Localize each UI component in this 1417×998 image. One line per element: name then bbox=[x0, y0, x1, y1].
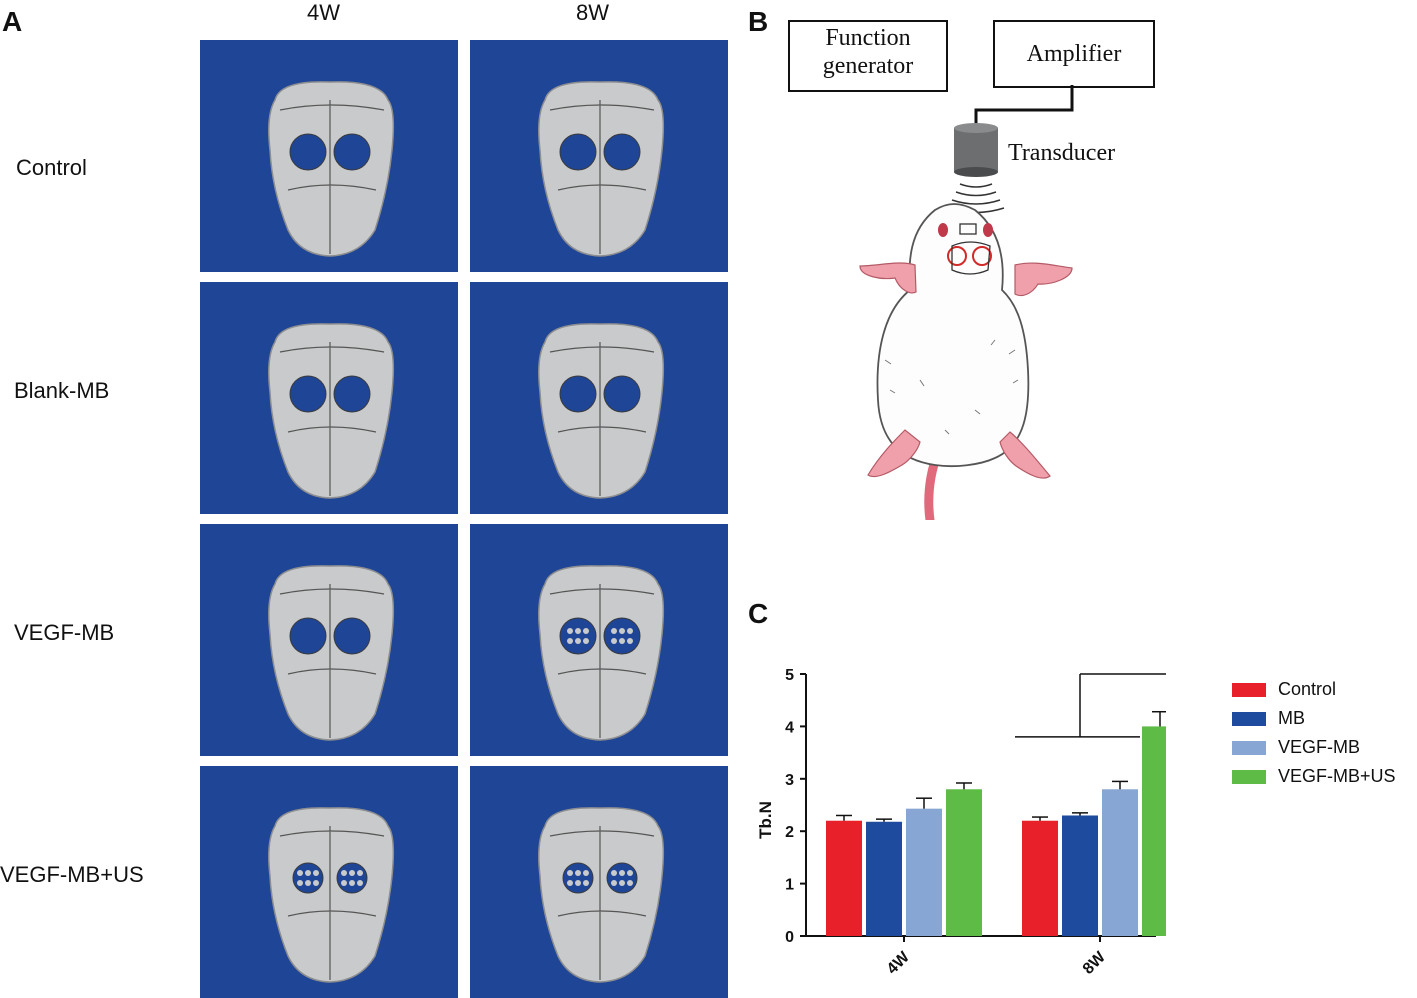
amplifier-box: Amplifier bbox=[993, 20, 1155, 88]
rat-eye-left bbox=[938, 223, 948, 237]
legend-label: Control bbox=[1278, 679, 1337, 699]
significance-bracket: * bbox=[1015, 660, 1166, 738]
ct-image-blank-mb-8w bbox=[470, 282, 728, 514]
panel-letter-c: C bbox=[748, 598, 769, 629]
bone-defect-right bbox=[333, 133, 371, 171]
legend-item-3: VEGF-MB+US bbox=[1232, 766, 1396, 787]
function-generator-label-line1: Function bbox=[825, 25, 911, 51]
bone-defect-right bbox=[603, 375, 641, 413]
legend-swatch bbox=[1232, 711, 1266, 726]
legend-swatch bbox=[1232, 740, 1266, 755]
skull-shape bbox=[268, 323, 395, 499]
bar-vegf-mb-8w bbox=[1102, 789, 1138, 936]
skull-shape bbox=[538, 807, 665, 983]
x-tick-label: 4W bbox=[884, 948, 914, 978]
skull-shape bbox=[268, 565, 395, 741]
bone-defect-left bbox=[559, 617, 597, 655]
legend-label: MB bbox=[1278, 708, 1305, 728]
legend-label: VEGF-MB bbox=[1278, 737, 1361, 757]
amplifier-label: Amplifier bbox=[1026, 41, 1122, 67]
y-tick-label: 1 bbox=[785, 877, 794, 894]
function-generator-label-line2: generator bbox=[822, 53, 914, 79]
bone-defect-left bbox=[292, 862, 324, 894]
rat-schematic bbox=[859, 85, 1074, 520]
skull-shape bbox=[538, 565, 665, 741]
significance-star: * bbox=[1123, 660, 1130, 670]
row-label-vegf-mb-us: VEGF-MB+US bbox=[0, 862, 144, 887]
ct-image-blank-mb-4w bbox=[200, 282, 458, 514]
y-tick-label: 3 bbox=[785, 772, 794, 789]
legend-item-0: Control bbox=[1232, 679, 1336, 700]
skull-shape bbox=[268, 807, 395, 983]
rat-front-paw-right bbox=[1014, 262, 1073, 297]
x-tick-label: 8W bbox=[1080, 948, 1110, 978]
ct-image-vegf-mb-8w bbox=[470, 524, 728, 756]
calvarial-defect-right bbox=[972, 246, 992, 266]
ct-image-vegf-mb-4w bbox=[200, 524, 458, 756]
legend-swatch bbox=[1232, 682, 1266, 697]
wire-amplifier-transducer bbox=[974, 85, 1074, 128]
bone-defect-left bbox=[559, 133, 597, 171]
ct-image-control-8w bbox=[470, 40, 728, 272]
y-tick-label: 2 bbox=[785, 824, 794, 841]
chart-bars bbox=[826, 710, 1166, 936]
column-header-8w: 8W bbox=[576, 0, 609, 25]
rat-body bbox=[876, 203, 1030, 468]
bone-defect-left bbox=[559, 375, 597, 413]
bone-defect-left bbox=[289, 133, 327, 171]
skull-shape bbox=[268, 81, 395, 257]
rat-hind-paw-left bbox=[867, 429, 921, 478]
ct-image-vegf-mb-us-8w bbox=[470, 766, 728, 998]
bone-defect-left bbox=[289, 617, 327, 655]
rat-hind-paw-right bbox=[999, 431, 1051, 479]
legend-item-2: VEGF-MB bbox=[1232, 737, 1360, 758]
panel-letter-a: A bbox=[2, 6, 23, 37]
transducer-icon bbox=[954, 123, 998, 177]
bar-mb-8w bbox=[1062, 815, 1098, 936]
skull-shape bbox=[538, 81, 665, 257]
bar-mb-4w bbox=[866, 821, 902, 936]
legend-label: VEGF-MB+US bbox=[1278, 766, 1396, 786]
column-header-4w: 4W bbox=[307, 0, 340, 25]
bone-defect-right bbox=[606, 862, 638, 894]
rat-front-paw-left bbox=[859, 262, 917, 294]
tbn-bar-chart: Tb.N 0 1 2 3 4 5 4W 8W * bbox=[756, 660, 1166, 978]
bone-defect-right bbox=[603, 133, 641, 171]
legend-swatch bbox=[1232, 769, 1266, 784]
panel-letter-b: B bbox=[748, 6, 769, 37]
ct-image-vegf-mb-us-4w bbox=[200, 766, 458, 998]
chart-ylabel: Tb.N bbox=[756, 801, 775, 839]
y-tick-label: 4 bbox=[785, 719, 794, 736]
ct-image-control-4w bbox=[200, 40, 458, 272]
bone-defect-right bbox=[603, 617, 641, 655]
y-tick-label: 5 bbox=[785, 667, 794, 684]
row-label-blank-mb: Blank-MB bbox=[14, 378, 110, 403]
skull-shape bbox=[538, 323, 665, 499]
bone-defect-left bbox=[289, 375, 327, 413]
bar-control-4w bbox=[826, 820, 862, 936]
bar-vegf-mb-us-8w bbox=[1142, 726, 1166, 936]
bar-vegf-mb-us-4w bbox=[946, 789, 982, 936]
y-tick-label: 0 bbox=[785, 929, 794, 946]
transducer-label: Transducer bbox=[1008, 140, 1116, 166]
row-label-vegf-mb: VEGF-MB bbox=[14, 620, 115, 645]
calvarial-defect-left bbox=[947, 246, 967, 266]
row-label-control: Control bbox=[16, 155, 87, 180]
bar-control-8w bbox=[1022, 820, 1058, 936]
legend-item-1: MB bbox=[1232, 708, 1305, 729]
function-generator-box: Function generator bbox=[788, 20, 948, 92]
bone-defect-left bbox=[562, 862, 594, 894]
bone-defect-right bbox=[333, 375, 371, 413]
bar-vegf-mb-4w bbox=[906, 808, 942, 936]
rat-eye-right bbox=[983, 223, 993, 237]
bone-defect-right bbox=[333, 617, 371, 655]
bone-defect-right bbox=[336, 862, 368, 894]
rat-tail bbox=[924, 447, 943, 520]
